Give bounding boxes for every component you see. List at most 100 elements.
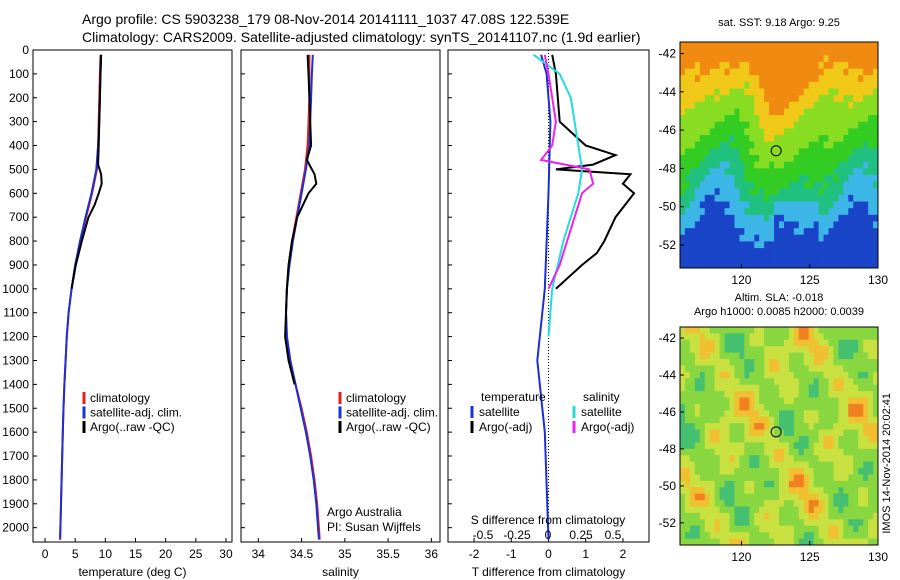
y-tick-label: 1900 xyxy=(2,497,29,511)
series-argo-adj- xyxy=(539,54,595,290)
y-tick-label: 1500 xyxy=(2,401,29,415)
y-tick-label: 800 xyxy=(9,234,29,248)
profile-panel-1-lines xyxy=(284,54,321,540)
map-y-tick-label: -52 xyxy=(659,238,677,252)
sal-legend-label: Argo(..raw -QC) xyxy=(346,420,431,434)
map-y-tick-label: -52 xyxy=(659,516,677,530)
map-y-tick-label: -48 xyxy=(659,161,677,175)
series-satellite xyxy=(536,54,552,540)
profile-panel-1-frame xyxy=(240,49,441,543)
map-y-tick-label: -42 xyxy=(659,331,677,345)
x-tick-label: 0 xyxy=(545,547,552,561)
annotation-line-1: Argo Australia xyxy=(327,505,402,519)
y-tick-label: 2000 xyxy=(2,521,29,535)
series-satellite xyxy=(533,53,584,337)
map-y-tick-label: -50 xyxy=(659,479,677,493)
x-tick-label: 36 xyxy=(425,547,439,561)
temp-legend-label: satellite-adj. clim. xyxy=(90,406,182,420)
map-y-tick-label: -48 xyxy=(659,442,677,456)
y-tick-label: 900 xyxy=(9,258,29,272)
map-x-tick-label: 130 xyxy=(868,273,888,287)
diff-legend-title-temp: temperature xyxy=(481,390,546,404)
diff-top-axis-label: S difference from climatology xyxy=(471,513,626,527)
argo-position-marker xyxy=(770,145,782,157)
x-tick-label: 1 xyxy=(582,547,589,561)
sst-map-cells xyxy=(680,42,879,269)
x-axis-label: temperature (deg C) xyxy=(78,565,186,579)
map-frame xyxy=(679,326,879,546)
profile-panel-0-frame xyxy=(32,49,233,543)
series-argo-raw-qc- xyxy=(70,54,103,289)
series-argo-adj- xyxy=(551,54,636,290)
x-tick-label: 20 xyxy=(159,547,173,561)
diff-top-tick-label: -0.25 xyxy=(503,528,531,542)
map-y-tick-label: -50 xyxy=(659,200,677,214)
y-tick-label: 100 xyxy=(9,67,29,81)
x-tick-label: 25 xyxy=(189,547,203,561)
y-tick-label: 200 xyxy=(9,91,29,105)
x-tick-label: 35.5 xyxy=(376,547,400,561)
sal-legend-label: climatology xyxy=(346,391,406,405)
diff-temp-label: Argo(-adj) xyxy=(479,420,532,434)
y-tick-label: 1700 xyxy=(2,449,29,463)
y-tick-label: 1400 xyxy=(2,377,29,391)
y-tick-label: 1100 xyxy=(3,306,29,320)
y-tick-label: 1200 xyxy=(2,330,29,344)
map-x-tick-label: 125 xyxy=(800,273,820,287)
diff-top-tick-label: 0.25 xyxy=(569,528,593,542)
imos-timestamp: IMOS 14-Nov-2014 20:02:41 xyxy=(881,393,893,534)
y-tick-label: 700 xyxy=(9,210,29,224)
header-line-1: Argo profile: CS 5903238_179 08-Nov-2014… xyxy=(82,11,570,27)
sst-map-title: sat. SST: 9.18 Argo: 9.25 xyxy=(718,17,840,29)
sal-legend-label: satellite-adj. clim. xyxy=(346,406,438,420)
map-x-tick-label: 120 xyxy=(731,550,751,564)
header-line-2: Climatology: CARS2009. Satellite-adjuste… xyxy=(82,29,641,45)
sla-map-subtitle: Argo h1000: 0.0085 h2000: 0.0039 xyxy=(694,306,864,318)
temp-legend-label: Argo(..raw -QC) xyxy=(90,420,175,434)
y-tick-label: 400 xyxy=(9,139,29,153)
map-y-tick-label: -42 xyxy=(659,46,677,60)
profile-panel-2-lines xyxy=(533,53,636,540)
diff-top-tick-label: 0.5 xyxy=(605,528,622,542)
map-y-tick-label: -46 xyxy=(659,405,677,419)
x-tick-label: 10 xyxy=(99,547,113,561)
temp-legend-label: climatology xyxy=(90,391,150,405)
map-x-tick-label: 130 xyxy=(868,550,888,564)
x-tick-label: 15 xyxy=(129,547,143,561)
y-tick-label: 1000 xyxy=(2,282,29,296)
map-x-tick-label: 125 xyxy=(800,550,820,564)
series-argo-raw-qc- xyxy=(284,54,318,385)
x-tick-label: 30 xyxy=(219,547,233,561)
y-tick-label: 1300 xyxy=(2,353,29,367)
x-tick-label: 0 xyxy=(42,547,49,561)
argo-position-marker xyxy=(770,426,782,438)
map-frame xyxy=(679,41,879,269)
diff-top-tick-label: 0 xyxy=(545,528,552,542)
y-tick-label: 0 xyxy=(22,43,29,57)
annotation-line-2: PI: Susan Wijffels xyxy=(327,520,421,534)
y-tick-label: 1600 xyxy=(2,425,29,439)
map-y-tick-label: -44 xyxy=(659,368,677,382)
sla-map-title: Altim. SLA: -0.018 xyxy=(735,292,824,304)
profile-panel-0-lines xyxy=(59,54,103,540)
y-tick-label: 1800 xyxy=(2,473,29,487)
diff-top-tick-label: -0.5 xyxy=(473,528,494,542)
diff-sal-label: satellite xyxy=(581,405,622,419)
x-tick-label: 2 xyxy=(620,547,627,561)
x-tick-label: 5 xyxy=(72,547,79,561)
diff-sal-label: Argo(-adj) xyxy=(581,420,634,434)
sla-map-cells xyxy=(680,327,879,546)
x-axis-label: salinity xyxy=(322,565,359,579)
y-tick-label: 500 xyxy=(9,162,29,176)
map-y-tick-label: -44 xyxy=(659,85,677,99)
x-tick-label: 34 xyxy=(252,547,266,561)
map-x-tick-label: 120 xyxy=(731,273,751,287)
x-tick-label: 34.5 xyxy=(290,547,314,561)
y-tick-label: 300 xyxy=(9,115,29,129)
y-tick-label: 600 xyxy=(9,186,29,200)
diff-legend-title-sal: salinity xyxy=(583,390,620,404)
x-tick-label: -1 xyxy=(506,547,517,561)
x-tick-label: 35 xyxy=(338,547,352,561)
x-axis-label: T difference from climatology xyxy=(472,565,626,579)
